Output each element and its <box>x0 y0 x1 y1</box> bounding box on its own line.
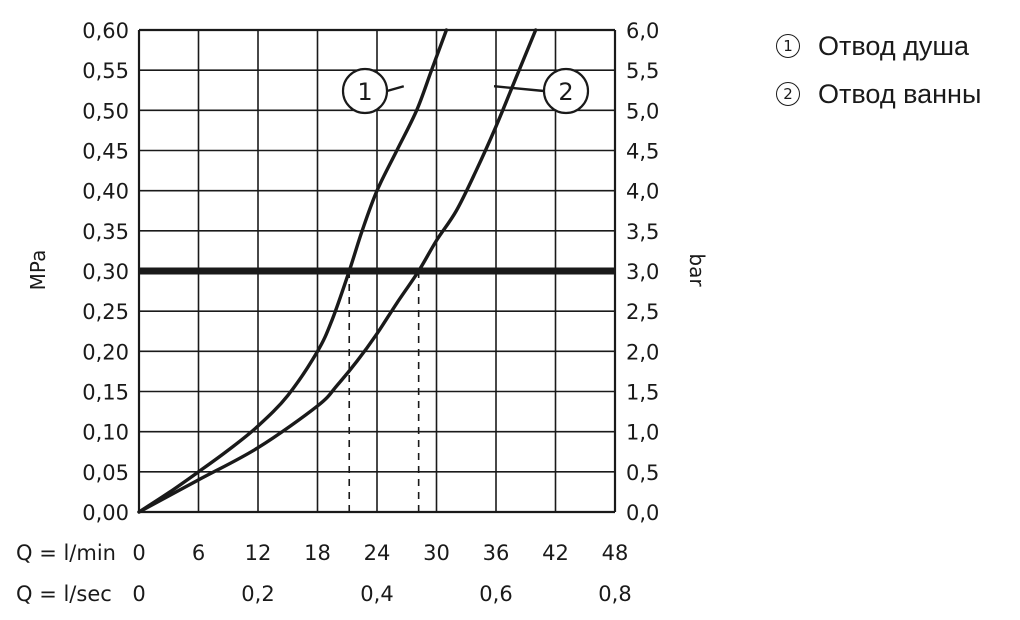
legend-marker-2: 2 <box>776 82 800 106</box>
x-lmin-tick-label: 42 <box>542 541 569 565</box>
left-tick-label: 0,20 <box>82 340 129 364</box>
legend-item-1: 1 Отвод душа <box>776 22 981 70</box>
x-lmin-tick-label: 48 <box>602 541 629 565</box>
right-tick-label: 1,0 <box>626 421 659 445</box>
x-lsec-tick-label: 0,2 <box>241 582 274 606</box>
x-lsec-tick-label: 0 <box>132 582 145 606</box>
x-lmin-tick-label: 30 <box>423 541 450 565</box>
left-tick-label: 0,55 <box>82 59 129 83</box>
x-lsec-tick-label: 0,6 <box>479 582 512 606</box>
right-tick-label: 4,0 <box>626 180 659 204</box>
legend-item-2: 2 Отвод ванны <box>776 70 981 118</box>
right-tick-label: 0,0 <box>626 501 659 525</box>
x-lmin-tick-label: 12 <box>245 541 272 565</box>
legend-label-2: Отвод ванны <box>818 78 982 109</box>
x-lsec-tick-label: 0,8 <box>598 582 631 606</box>
left-tick-label: 0,05 <box>82 461 129 485</box>
left-tick-label: 0,35 <box>82 220 129 244</box>
right-axis-label: bar <box>685 253 709 287</box>
right-tick-label: 6,0 <box>626 19 659 43</box>
right-tick-label: 1,5 <box>626 381 659 405</box>
x-lmin-tick-label: 0 <box>132 541 145 565</box>
left-tick-label: 0,30 <box>82 260 129 284</box>
right-tick-label: 3,0 <box>626 260 659 284</box>
legend-label-1: Отвод душа <box>818 30 970 61</box>
right-tick-label: 5,0 <box>626 99 659 123</box>
callout-circle-2 <box>542 67 590 115</box>
callout-number-1: 1 <box>357 78 372 106</box>
right-tick-label: 2,0 <box>626 340 659 364</box>
callout-leader-2 <box>493 85 545 93</box>
right-tick-label: 5,5 <box>626 59 659 83</box>
x-lsec-tick-label: 0,4 <box>360 582 393 606</box>
left-tick-label: 0,50 <box>82 99 129 123</box>
series-lines <box>137 28 538 514</box>
callout-leader-1 <box>386 85 405 93</box>
left-tick-label: 0,40 <box>82 180 129 204</box>
x-lmin-tick-label: 24 <box>364 541 391 565</box>
callout-number-2: 2 <box>558 78 573 106</box>
left-tick-label: 0,25 <box>82 300 129 324</box>
left-tick-label: 0,10 <box>82 421 129 445</box>
right-tick-label: 0,5 <box>626 461 659 485</box>
tick-labels: 0,000,050,100,150,200,250,300,350,400,45… <box>82 19 659 606</box>
left-tick-label: 0,15 <box>82 381 129 405</box>
left-axis-label: MPa <box>26 250 50 291</box>
legend-marker-1: 1 <box>776 34 800 58</box>
left-tick-label: 0,00 <box>82 501 129 525</box>
x-lmin-tick-label: 6 <box>192 541 205 565</box>
reference-lines <box>139 267 615 512</box>
legend: 1 Отвод душа 2 Отвод ванны <box>776 22 981 118</box>
right-tick-label: 3,5 <box>626 220 659 244</box>
left-tick-label: 0,60 <box>82 19 129 43</box>
x-axis-lmin-label: Q = l/min <box>16 541 116 565</box>
x-lmin-tick-label: 18 <box>304 541 331 565</box>
x-axis-lsec-label: Q = l/sec <box>16 582 112 606</box>
callout-circle-1 <box>341 67 389 115</box>
right-tick-label: 2,5 <box>626 300 659 324</box>
left-tick-label: 0,45 <box>82 140 129 164</box>
right-tick-label: 4,5 <box>626 140 659 164</box>
x-lmin-tick-label: 36 <box>483 541 510 565</box>
series-line-1 <box>137 28 449 514</box>
series-line-2 <box>137 28 538 514</box>
